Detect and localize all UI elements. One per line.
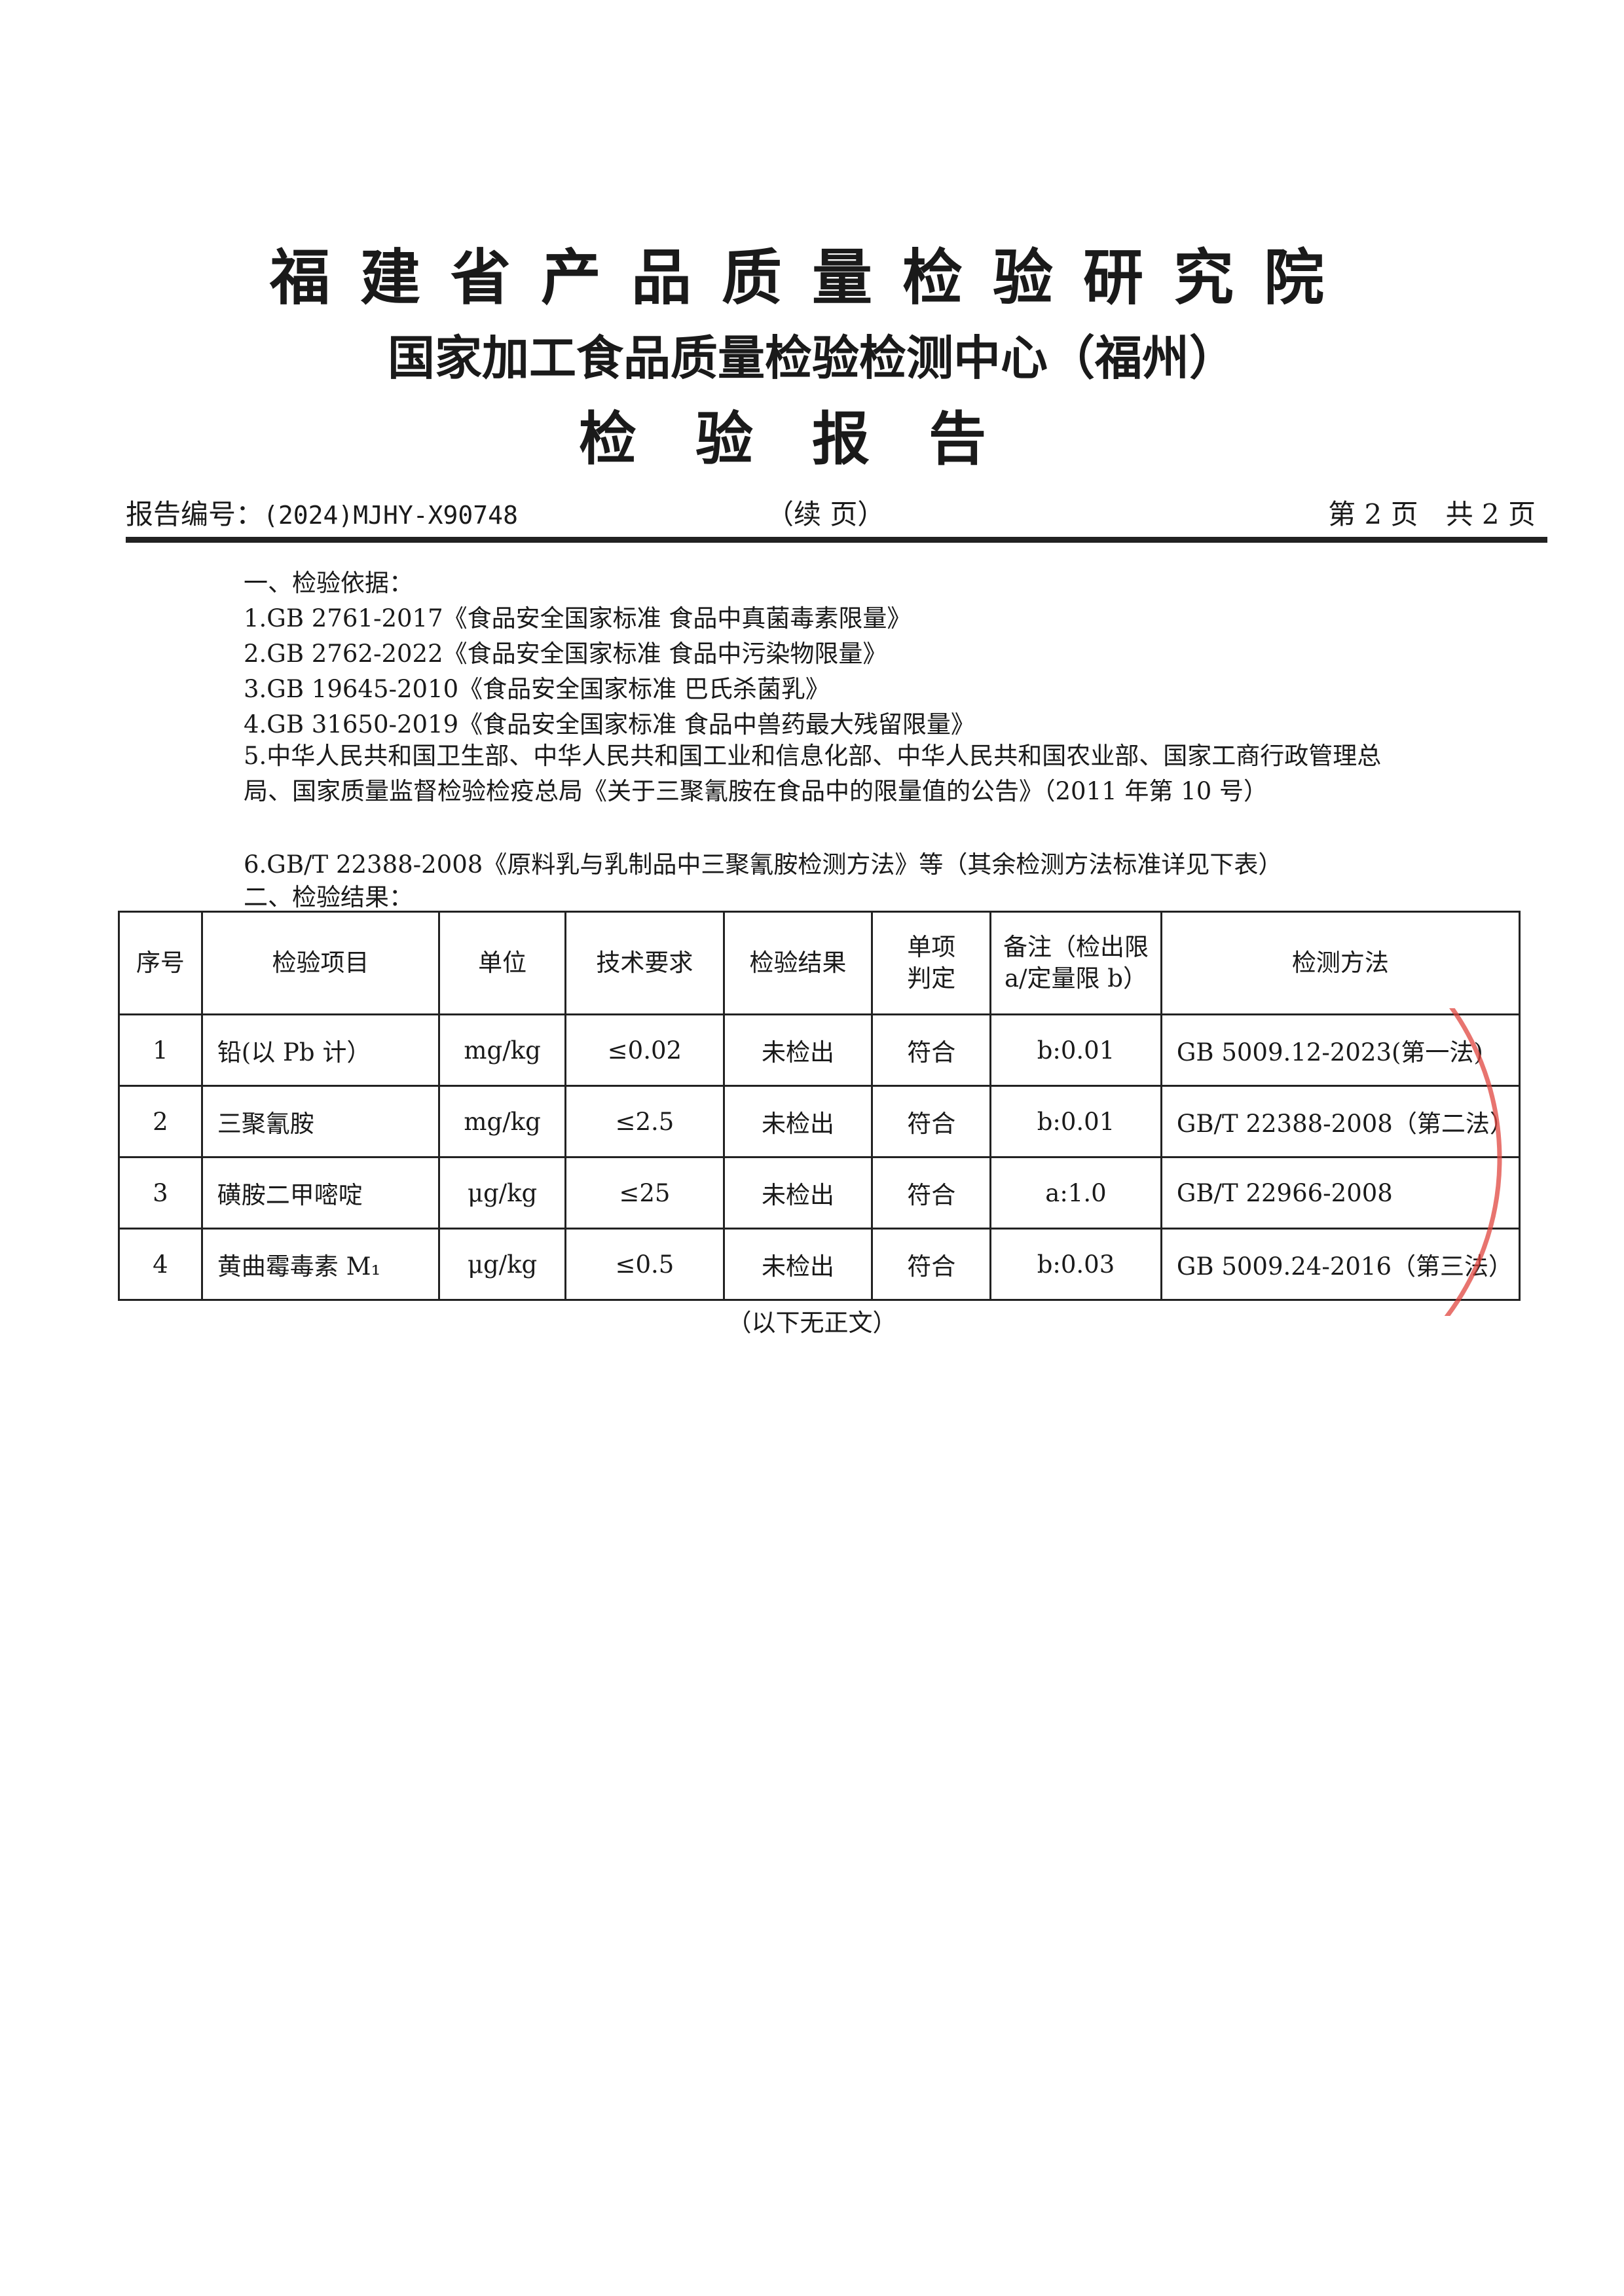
cell-unit: μg/kg [438, 1228, 567, 1301]
seal-ring [1444, 1008, 1502, 1316]
basis-item: 3.GB 19645-2010《食品安全国家标准 巴氏杀菌乳》 [244, 675, 830, 703]
col-header-no: 序号 [118, 911, 203, 1015]
cell-item: 磺胺二甲嘧啶 [200, 1156, 441, 1230]
report-number-value: (2024)MJHY-X90748 [263, 501, 518, 530]
institute-name: 福建省产品质量检验研究院 [269, 243, 1354, 313]
cell-no: 4 [118, 1228, 203, 1301]
cell-requirement: ≤2.5 [564, 1085, 725, 1158]
center-name: 国家加工食品质量检验检测中心（福州） [387, 331, 1236, 386]
cell-judgement: 符合 [871, 1013, 992, 1087]
results-heading: 二、检验结果： [244, 883, 413, 911]
col-header-remark: 备注（检出限 a/定量限 b） [989, 911, 1162, 1015]
cell-item: 三聚氰胺 [200, 1085, 441, 1158]
continued-page-label: （续 页） [766, 498, 885, 530]
cell-unit: mg/kg [438, 1013, 567, 1087]
cell-method: GB 5009.24-2016（第三法） [1160, 1228, 1521, 1301]
cell-result: 未检出 [722, 1156, 874, 1230]
header-divider [126, 537, 1547, 543]
table-row: 1 铅(以 Pb 计） mg/kg ≤0.02 未检出 符合 b:0.01 GB… [118, 1013, 1521, 1087]
cell-requirement: ≤0.5 [564, 1228, 725, 1301]
report-number-label: 报告编号： [126, 498, 264, 530]
cell-no: 3 [118, 1156, 203, 1230]
cell-no: 1 [118, 1013, 203, 1087]
cell-unit: mg/kg [438, 1085, 567, 1158]
cell-no: 2 [118, 1085, 203, 1158]
cell-judgement: 符合 [871, 1228, 992, 1301]
col-header-result: 检验结果 [722, 911, 874, 1015]
table-row: 4 黄曲霉毒素 M₁ μg/kg ≤0.5 未检出 符合 b:0.03 GB 5… [118, 1228, 1521, 1301]
end-of-text-note: （以下无正文） [727, 1309, 897, 1337]
cell-method: GB 5009.12-2023(第一法) [1160, 1013, 1521, 1087]
basis-item: 1.GB 2761-2017《食品安全国家标准 食品中真菌毒素限量》 [244, 604, 912, 632]
cell-result: 未检出 [722, 1228, 874, 1301]
cell-remark: b:0.01 [989, 1013, 1162, 1087]
basis-item: 6.GB/T 22388-2008《原料乳与乳制品中三聚氰胺检测方法》等（其余检… [244, 850, 1283, 879]
table-row: 3 磺胺二甲嘧啶 μg/kg ≤25 未检出 符合 a:1.0 GB/T 229… [118, 1156, 1521, 1230]
cell-item: 黄曲霉毒素 M₁ [200, 1228, 441, 1301]
basis-item: 2.GB 2762-2022《食品安全国家标准 食品中污染物限量》 [244, 640, 887, 668]
col-header-item: 检验项目 [200, 911, 441, 1015]
table-header-row: 序号 检验项目 单位 技术要求 检验结果 单项判定 备注（检出限 a/定量限 b… [118, 911, 1521, 1015]
cell-result: 未检出 [722, 1085, 874, 1158]
cell-method: GB/T 22966-2008 [1160, 1156, 1521, 1230]
cell-requirement: ≤25 [564, 1156, 725, 1230]
basis-item: 4.GB 31650-2019《食品安全国家标准 食品中兽药最大残留限量》 [244, 710, 975, 738]
cell-judgement: 符合 [871, 1085, 992, 1158]
basis-heading: 一、检验依据： [244, 569, 413, 597]
page-info: 第 2 页 共 2 页 [1328, 498, 1536, 530]
table-row: 2 三聚氰胺 mg/kg ≤2.5 未检出 符合 b:0.01 GB/T 223… [118, 1085, 1521, 1158]
cell-remark: b:0.01 [989, 1085, 1162, 1158]
report-number: 报告编号：(2024)MJHY-X90748 [126, 492, 518, 532]
col-header-method: 检测方法 [1160, 911, 1521, 1015]
cell-unit: μg/kg [438, 1156, 567, 1230]
cell-requirement: ≤0.02 [564, 1013, 725, 1087]
cell-remark: a:1.0 [989, 1156, 1162, 1230]
cell-item: 铅(以 Pb 计） [200, 1013, 441, 1087]
col-header-unit: 单位 [438, 911, 567, 1015]
results-table: 序号 检验项目 单位 技术要求 检验结果 单项判定 备注（检出限 a/定量限 b… [118, 911, 1521, 1301]
col-header-judgement: 单项判定 [871, 911, 992, 1015]
col-header-requirement: 技术要求 [564, 911, 725, 1015]
basis-item: 5.中华人民共和国卫生部、中华人民共和国工业和信息化部、中华人民共和国农业部、国… [244, 742, 1382, 805]
cell-method: GB/T 22388-2008（第二法） [1160, 1085, 1521, 1158]
cell-remark: b:0.03 [989, 1228, 1162, 1301]
report-title: 检验报告 [578, 405, 1045, 473]
cell-result: 未检出 [722, 1013, 874, 1087]
cell-judgement: 符合 [871, 1156, 992, 1230]
